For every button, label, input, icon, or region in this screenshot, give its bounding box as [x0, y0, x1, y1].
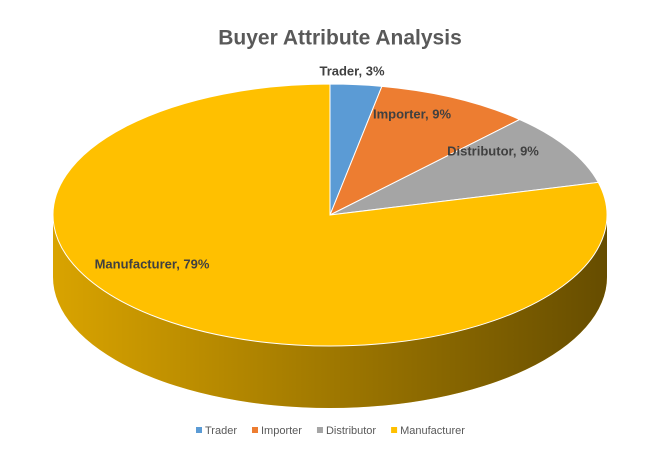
legend-swatch	[252, 427, 258, 433]
legend-swatch	[391, 427, 398, 433]
pie-tops	[52, 83, 608, 347]
legend-label: Trader	[205, 425, 237, 437]
chart-title: Buyer Attribute Analysis	[218, 27, 462, 50]
legend-label: Distributor	[326, 425, 376, 437]
legend: Trader Importer Distributor Manufacturer	[196, 425, 465, 437]
pie-slice	[52, 83, 608, 347]
data-label: Manufacturer, 79%	[95, 256, 210, 271]
data-label: Distributor, 9%	[447, 143, 539, 158]
legend-label: Importer	[261, 425, 302, 437]
side-shade	[53, 215, 607, 408]
data-labels: Trader, 3% Importer, 9% Distributor, 9% Man…	[95, 63, 540, 271]
pie-sides	[53, 215, 607, 408]
data-label: Trader, 3%	[319, 63, 384, 78]
legend-label: Manufacturer	[400, 425, 465, 437]
legend-swatch	[316, 427, 323, 433]
pie-slice	[329, 85, 521, 217]
legend-swatch	[196, 427, 202, 433]
data-label: Importer, 9%	[373, 106, 451, 121]
pie-slice	[329, 118, 600, 216]
